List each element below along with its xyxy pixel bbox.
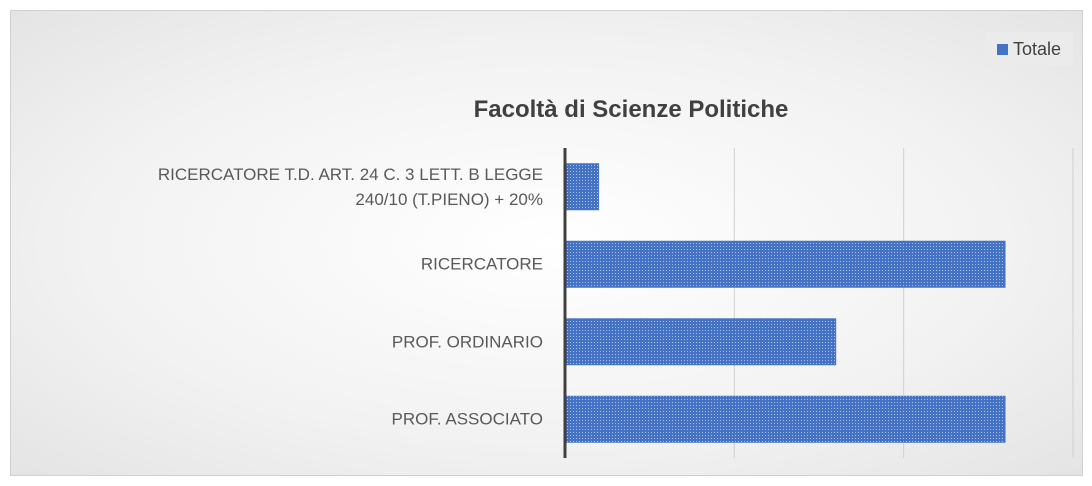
legend: Totale (985, 32, 1073, 66)
y-tick-label: RICERCATORE (420, 254, 543, 274)
bar (564, 318, 837, 366)
bar (564, 395, 1006, 443)
bar (564, 163, 600, 211)
y-tick-label: PROF. ASSOCIATO (391, 409, 543, 429)
legend-swatch (996, 43, 1008, 55)
y-tick-label: PROF. ORDINARIO (391, 332, 543, 352)
bar (564, 240, 1006, 288)
legend-label: Totale (1012, 38, 1062, 59)
y-tick-label: RICERCATORE T.D. ART. 24 C. 3 LETT. B LE… (157, 164, 543, 209)
chart-title: Facoltà di Scienze Politiche (473, 96, 789, 123)
